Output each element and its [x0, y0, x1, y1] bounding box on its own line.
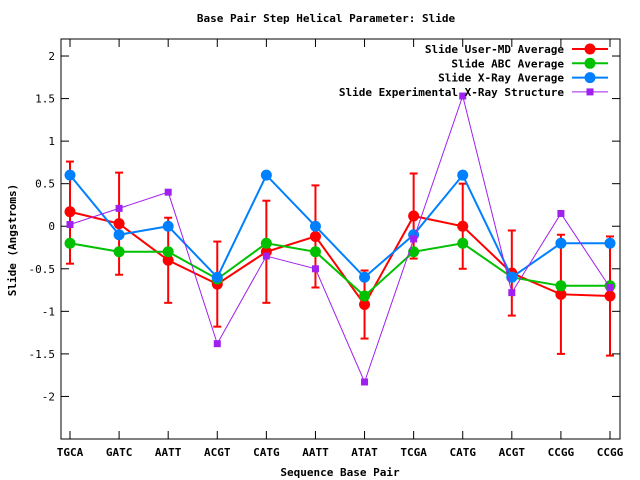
data-point: [162, 254, 174, 266]
data-point: [113, 246, 125, 258]
y-tick-label: 0: [48, 220, 55, 233]
data-point: [66, 221, 74, 229]
x-tick-label: TCGA: [400, 446, 427, 459]
series-line: [69, 173, 610, 280]
y-tick-label: 2: [48, 50, 55, 63]
data-point: [408, 210, 420, 222]
x-tick-label: AATT: [155, 446, 182, 459]
data-point: [459, 92, 467, 100]
data-point: [359, 290, 371, 302]
series-3: [64, 169, 616, 283]
y-tick-label: -2: [42, 390, 55, 403]
x-tick-label: CCGG: [548, 446, 575, 459]
series-line: [69, 94, 611, 384]
x-tick-label: ACGT: [499, 446, 526, 459]
legend-label: Slide X-Ray Average: [438, 72, 564, 85]
y-tick-label: -1.5: [29, 348, 56, 361]
series-group: [64, 92, 616, 386]
legend-marker: [586, 88, 594, 96]
series-4: [66, 92, 614, 386]
series-1: [64, 160, 616, 357]
data-point: [408, 246, 420, 258]
x-tick-label: GATC: [106, 446, 133, 459]
data-point: [113, 229, 125, 241]
x-tick-label: ATAT: [351, 446, 378, 459]
axis-ticks: -2 -1.5 -1 -0.5 0 0.5 1 1.5 2 TGCA GATC AATT ACGT CAT…: [29, 39, 624, 459]
x-tick-label: AATT: [302, 446, 329, 459]
y-tick-label: -1: [42, 305, 55, 318]
x-tick-label: CATG: [449, 446, 476, 459]
x-tick-label: ACGT: [204, 446, 231, 459]
data-point: [309, 246, 321, 258]
data-point: [311, 265, 319, 273]
data-point: [361, 378, 369, 386]
data-point: [309, 230, 321, 242]
data-point: [555, 288, 567, 300]
data-point: [604, 290, 616, 302]
data-point: [162, 220, 174, 232]
data-point: [457, 237, 469, 249]
plot-area-frame: [60, 38, 621, 440]
legend-label: Slide User-MD Average: [425, 43, 564, 56]
x-tick-label: CCGG: [597, 446, 624, 459]
legend-label: Slide Experimental X-Ray Structure: [339, 86, 565, 99]
data-point: [64, 169, 76, 181]
data-point: [555, 237, 567, 249]
y-tick-label: -0.5: [29, 263, 56, 276]
x-tick-label: CATG: [253, 446, 280, 459]
data-point: [262, 252, 270, 260]
data-point: [555, 280, 567, 292]
x-axis-label: Sequence Base Pair: [280, 466, 400, 479]
data-point: [309, 220, 321, 232]
data-point: [211, 271, 223, 283]
y-axis-label: Slide (Angstroms): [6, 184, 19, 297]
legend-marker: [584, 72, 596, 84]
legend-label: Slide ABC Average: [451, 57, 564, 70]
data-point: [508, 289, 516, 297]
data-point: [359, 271, 371, 283]
data-point: [213, 340, 221, 348]
data-point: [162, 246, 174, 258]
data-point: [260, 237, 272, 249]
data-point: [359, 299, 371, 311]
data-point: [410, 235, 418, 243]
y-tick-label: 0.5: [35, 178, 55, 191]
data-point: [457, 220, 469, 232]
y-tick-label: 1: [48, 135, 55, 148]
y-tick-label: 1.5: [35, 93, 55, 106]
data-point: [115, 204, 123, 212]
data-point: [557, 209, 565, 217]
series-line: [69, 210, 611, 307]
data-point: [164, 188, 172, 196]
data-point: [64, 206, 76, 218]
x-tick-label: TGCA: [57, 446, 84, 459]
legend-marker: [584, 57, 596, 69]
data-point: [113, 218, 125, 230]
data-point: [604, 237, 616, 249]
legend-marker: [584, 43, 596, 55]
data-point: [457, 169, 469, 181]
data-point: [64, 237, 76, 249]
data-point: [260, 169, 272, 181]
data-point: [606, 284, 614, 292]
chart-title: Base Pair Step Helical Parameter: Slide: [197, 12, 456, 25]
